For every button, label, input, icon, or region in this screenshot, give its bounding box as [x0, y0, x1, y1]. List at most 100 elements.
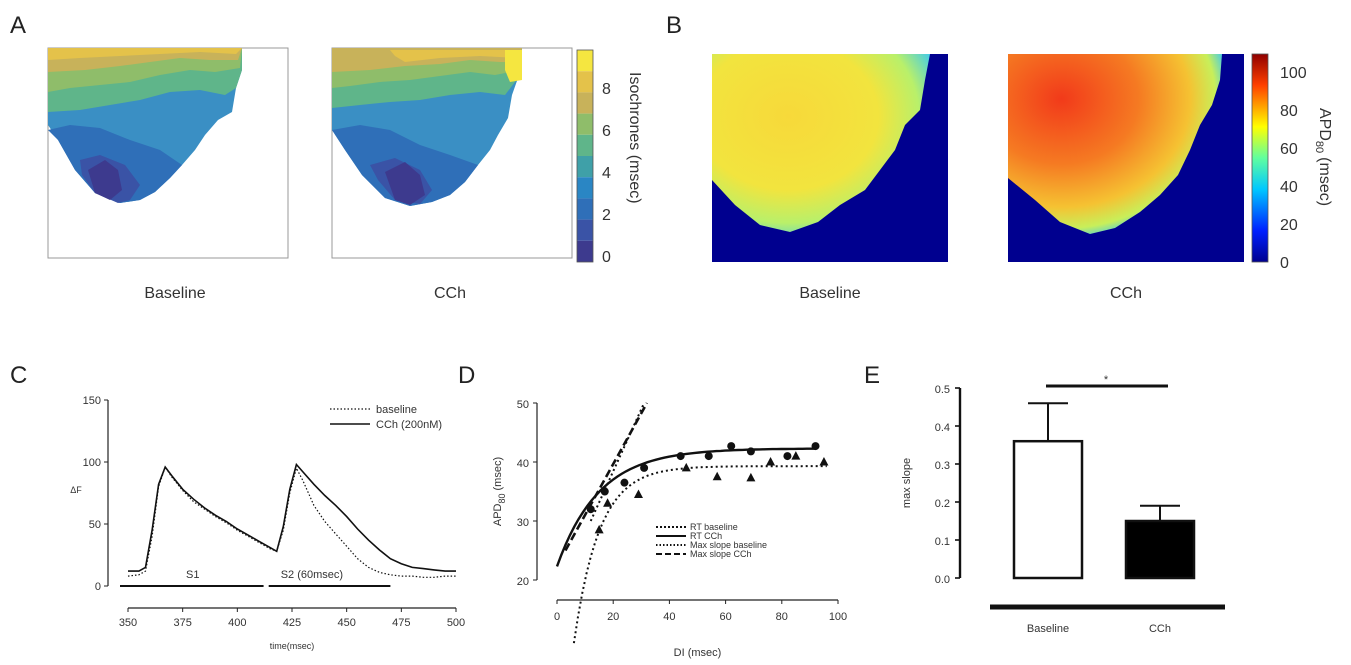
chart-d-xtick: 100	[829, 611, 847, 623]
chart-d-xlabel: DI (msec)	[674, 647, 722, 659]
chart-c-ytick: 0	[95, 581, 101, 593]
chart-d-xtick: 80	[776, 611, 788, 623]
apd-colorbar-tick: 40	[1280, 179, 1298, 196]
chart-d-xtick: 0	[554, 611, 560, 623]
chart-c-ytick: 150	[83, 395, 101, 407]
chart-d-point-cch	[586, 505, 595, 514]
map-label-cch-b: CCh	[1110, 285, 1142, 302]
chart-e-significance-star: *	[1104, 374, 1109, 386]
chart-d-point-cch	[704, 452, 713, 461]
chart-d-point-baseline	[819, 457, 829, 466]
apd-colorbar-tick: 20	[1280, 217, 1298, 234]
chart-e-ytick: 0.1	[935, 536, 950, 548]
chart-d-ylabel: APD80(msec)	[492, 457, 507, 526]
chart-c-stim-label: S2 (60msec)	[281, 569, 343, 581]
chart-d-point-cch	[811, 442, 820, 451]
chart-d-point-cch	[620, 478, 629, 487]
chart-c-ytick: 100	[83, 457, 101, 469]
chart-c-xtick: 375	[173, 617, 191, 629]
chart-c-xtick: 500	[447, 617, 465, 629]
chart-c-xlabel: time(msec)	[270, 641, 315, 651]
apd-colorbar-tick: 100	[1280, 65, 1307, 82]
apd-colorbar-tick: 80	[1280, 103, 1298, 120]
map-label-cch-a: CCh	[434, 285, 466, 302]
chart-e-ytick: 0.3	[935, 460, 950, 472]
chart-d-point-baseline	[603, 498, 613, 507]
chart-d-xtick: 60	[719, 611, 731, 623]
apd-colorbar-tick: 60	[1280, 141, 1298, 158]
chart-d-point-baseline	[766, 457, 776, 466]
isochrone-colorbar-tick: 0	[602, 249, 611, 266]
isochrone-colorbar: 8 6 4 2 0	[576, 49, 611, 266]
chart-e-ytick: 0.0	[935, 574, 950, 586]
isochrone-colorbar-band	[577, 50, 593, 72]
isochrone-colorbar-band	[577, 177, 593, 199]
chart-d-maxslope-cch	[564, 402, 649, 552]
chart-d-ytick: 40	[517, 458, 529, 470]
chart-e-ylabel: max slope	[901, 458, 913, 508]
chart-e-bar	[1124, 519, 1196, 580]
chart-d-point-baseline	[712, 471, 722, 481]
chart-d-point-cch	[676, 452, 685, 461]
chart-c-xtick: 350	[119, 617, 137, 629]
chart-d-point-baseline	[791, 451, 801, 460]
chart-d-legend-entry: RT baseline	[690, 522, 738, 532]
isochrone-colorbar-tick: 6	[602, 123, 611, 140]
chart-d-xtick: 20	[607, 611, 619, 623]
apd-colorbar-label: APD80(msec)	[1313, 108, 1333, 206]
chart-c-ylabel: ΔF	[70, 485, 82, 495]
isochrone-colorbar-label: Isochrones (msec)	[626, 72, 643, 204]
isochrone-colorbar-tick: 4	[602, 165, 611, 182]
chart-d-xtick: 40	[663, 611, 675, 623]
chart-d-point-baseline	[746, 472, 756, 482]
chart-d-point-cch	[746, 447, 755, 456]
chart-c-xtick: 425	[283, 617, 301, 629]
chart-d-point-baseline	[681, 462, 691, 472]
isochrone-colorbar-tick: 8	[602, 81, 611, 98]
isochrone-colorbar-band	[577, 240, 593, 262]
map-label-baseline-a: Baseline	[144, 285, 205, 302]
apd-map-cch: CCh	[1008, 54, 1244, 302]
apd-map-baseline: Baseline	[712, 54, 948, 302]
chart-d: 20 30 40 50 0 20 40 60 80 100 DI (msec) APD80(msec)…	[492, 399, 847, 659]
chart-d-fit-cch	[555, 447, 816, 567]
isochrone-colorbar-band	[577, 113, 593, 135]
chart-e-ytick: 0.2	[935, 498, 950, 510]
apd-colorbar-tick: 0	[1280, 255, 1289, 272]
apd-colorbar: 100 80 60 40 20 0	[1251, 53, 1307, 272]
isochrone-colorbar-band	[577, 71, 593, 93]
isochrone-colorbar-band	[577, 134, 593, 156]
chart-d-point-cch	[727, 442, 736, 451]
chart-d-point-baseline	[594, 524, 604, 534]
chart-e-category-label: CCh	[1149, 623, 1171, 635]
chart-d-legend-entry: Max slope baseline	[690, 540, 767, 550]
chart-e-bar	[1012, 439, 1084, 580]
isochrone-colorbar-band	[577, 156, 593, 178]
chart-d-point-cch	[600, 487, 609, 496]
chart-c-legend-baseline: baseline	[376, 404, 417, 416]
isochrone-colorbar-band	[577, 219, 593, 241]
chart-c-xtick: 475	[392, 617, 410, 629]
chart-c-ytick: 50	[89, 519, 101, 531]
chart-d-point-baseline	[633, 489, 643, 498]
chart-d-legend-entry: Max slope CCh	[690, 549, 752, 559]
chart-c-stim-label: S1	[186, 569, 199, 581]
panel-letter-e: E	[864, 362, 880, 389]
chart-c-xtick: 450	[337, 617, 355, 629]
chart-d-ytick: 30	[517, 517, 529, 529]
chart-e-ytick: 0.4	[935, 422, 950, 434]
isochrone-map-cch: CCh	[331, 47, 573, 302]
isochrone-colorbar-band	[577, 198, 593, 220]
isochrone-colorbar-tick: 2	[602, 207, 611, 224]
panel-letter-a: A	[10, 12, 26, 39]
chart-c-xtick: 400	[228, 617, 246, 629]
chart-c-series-cch	[128, 462, 456, 572]
chart-e-ytick: 0.5	[935, 384, 950, 396]
chart-d-point-cch	[640, 463, 649, 472]
isochrone-colorbar-band	[577, 92, 593, 114]
chart-d-fit-baseline	[572, 465, 827, 644]
chart-d-maxslope-baseline	[589, 402, 646, 522]
chart-d-ytick: 50	[517, 399, 529, 411]
chart-e-category-label: Baseline	[1027, 623, 1069, 635]
